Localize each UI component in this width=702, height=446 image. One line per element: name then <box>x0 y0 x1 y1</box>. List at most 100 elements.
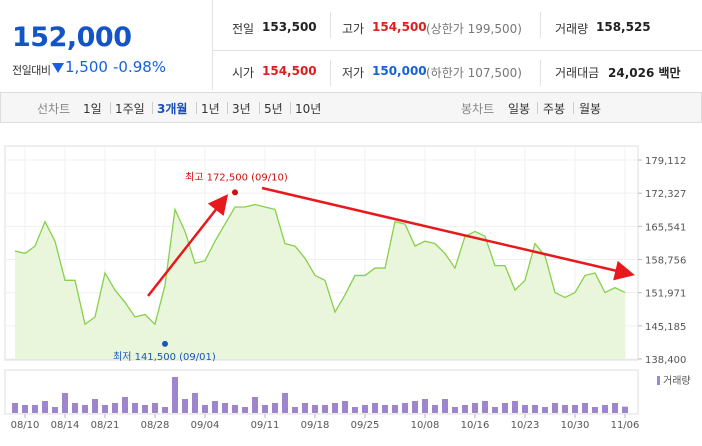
tab[interactable]: 1주일 <box>115 102 145 116</box>
tab[interactable]: 1일 <box>83 102 102 116</box>
volume-bar <box>502 403 508 413</box>
annotation-dot <box>162 340 168 347</box>
annotation: 최저 141,500 (09/01) <box>113 351 216 363</box>
y-tick-label: 165,541 <box>645 222 686 233</box>
volume-bar <box>582 403 588 413</box>
info-label: 시가 <box>232 66 255 80</box>
y-tick-label: 138,400 <box>645 355 686 366</box>
volume-bar <box>72 403 78 413</box>
separator <box>540 12 541 38</box>
volume-bar <box>22 405 28 413</box>
tab[interactable]: 주봉 <box>543 102 566 116</box>
tab[interactable]: 10년 <box>295 102 322 116</box>
volume-bar <box>12 403 18 413</box>
volume-bar <box>52 407 58 413</box>
chart: 거래량 138,400 145,185 151,971 158,756 165,541 1… <box>4 145 691 431</box>
separator <box>212 50 702 51</box>
legend-label: 거래량 <box>663 375 691 387</box>
tab-separator <box>573 102 574 114</box>
x-tick-label: 10/30 <box>561 420 590 431</box>
separator <box>330 60 331 86</box>
separator <box>212 0 213 90</box>
tab[interactable]: 일봉 <box>508 102 531 116</box>
volume-bar <box>512 401 518 413</box>
volume-bar <box>602 405 608 413</box>
volume-bar <box>552 403 558 413</box>
tab[interactable]: 5년 <box>264 102 283 116</box>
volume-bar <box>62 393 68 413</box>
info-value: 154,500 <box>372 20 427 34</box>
area <box>15 204 625 359</box>
y-tick-label: 172,327 <box>645 189 686 200</box>
tab-separator <box>110 102 111 114</box>
y-tick-label: 151,971 <box>645 289 686 300</box>
volume-bar <box>162 407 168 413</box>
tab-separator <box>259 102 260 114</box>
tab-separator <box>227 102 228 114</box>
volume-bar <box>262 405 268 413</box>
x-tick-label: 10/16 <box>461 420 490 431</box>
volume-bar <box>142 405 148 413</box>
tab[interactable]: 1년 <box>201 102 220 116</box>
volume-bar <box>202 405 208 413</box>
volume-bar <box>132 403 138 413</box>
info-value: 153,500 <box>262 20 317 34</box>
volume-bar <box>302 403 308 413</box>
volume-bar <box>492 407 498 413</box>
info-label: 전일 <box>232 22 255 36</box>
x-tick-label: 08/14 <box>51 420 80 431</box>
separator <box>540 60 541 86</box>
volume-bar <box>112 403 118 413</box>
volume-bar <box>312 405 318 413</box>
change: 1,500 <box>65 58 108 76</box>
info-label: 저가 <box>342 66 365 80</box>
down-icon <box>52 63 64 73</box>
volume-bar <box>102 405 108 413</box>
tab[interactable]: 3개월 <box>157 102 188 116</box>
info-label: 거래량 <box>555 22 589 36</box>
volume-bar <box>122 397 128 413</box>
volume-bar <box>322 405 328 413</box>
volume-bar <box>342 401 348 413</box>
volume-frame <box>4 369 639 415</box>
tab[interactable]: 월봉 <box>579 102 602 116</box>
volume-bar <box>32 405 38 413</box>
separator <box>330 12 331 38</box>
volume-bar <box>542 407 548 413</box>
tab-separator <box>152 102 153 114</box>
volume-bar <box>622 406 628 413</box>
volume-bar <box>562 405 568 413</box>
info-extra: (상한가 199,500) <box>426 22 522 36</box>
tab-separator <box>196 102 197 114</box>
volume-bar <box>222 403 228 413</box>
info-value: 150,000 <box>372 64 427 78</box>
info-label: 고가 <box>342 22 365 36</box>
legend-swatch <box>657 376 660 385</box>
tab-heading: 선차트 <box>37 102 71 116</box>
tab[interactable]: 3년 <box>232 102 251 116</box>
y-tick-label: 145,185 <box>645 322 686 333</box>
info-value: 24,026 백만 <box>608 66 681 80</box>
x-tick-label: 09/18 <box>301 420 330 431</box>
plot-frame <box>4 145 639 361</box>
annotation: 최고 172,500 (09/10) <box>185 171 288 183</box>
x-tick-label: 09/25 <box>351 420 380 431</box>
volume-bar <box>482 401 488 413</box>
volume-bar <box>42 401 48 413</box>
volume-bar <box>462 405 468 413</box>
volume-bar <box>182 399 188 413</box>
info-label: 거래대금 <box>555 66 600 80</box>
x-tick-label: 09/04 <box>191 420 220 431</box>
y-tick-label: 179,112 <box>645 156 686 167</box>
volume-bar <box>212 401 218 413</box>
volume-bar <box>452 407 458 413</box>
volume-bar <box>412 401 418 413</box>
info-value: 154,500 <box>262 64 317 78</box>
volume-bar <box>392 405 398 413</box>
volume-bar <box>252 397 258 413</box>
arrow <box>261 186 635 281</box>
volume-bar <box>422 399 428 413</box>
change-pct: -0.98% <box>113 58 167 76</box>
x-tick-label: 08/28 <box>141 420 170 431</box>
